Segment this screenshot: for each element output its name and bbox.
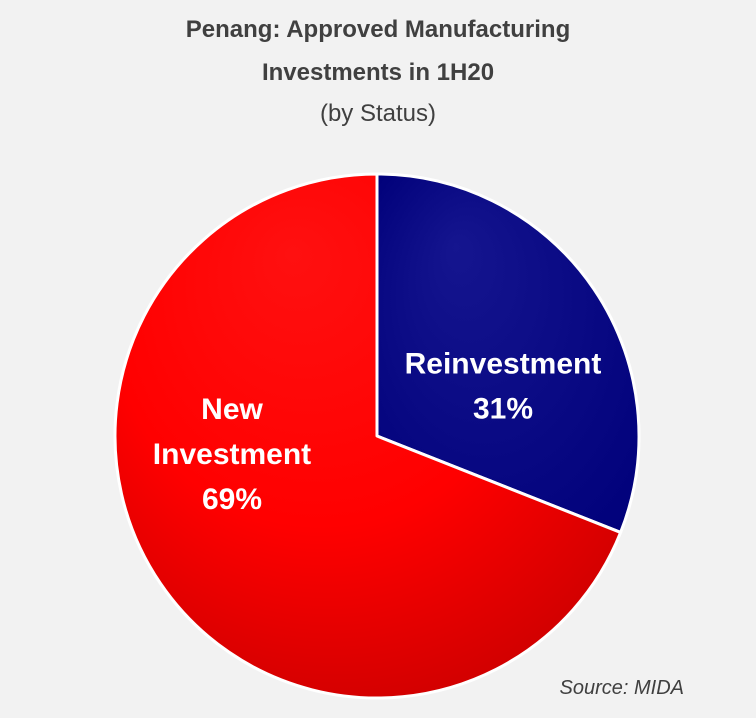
slice-value-label-0: 31% (473, 392, 533, 425)
source-note: Source: MIDA (559, 677, 684, 699)
pie-slice-new-investment (113, 172, 623, 700)
chart-title-line-1: Penang: Approved Manufacturing (185, 16, 571, 43)
chart-subtitle: (by Status) (319, 100, 437, 127)
slice-name-label-1-0: New (201, 393, 263, 426)
slice-name-label-1-1: Investment (153, 438, 311, 471)
pie-slice-reinvestment (375, 172, 641, 534)
slice-value-label-1: 69% (202, 483, 262, 516)
slice-name-label-0-0: Reinvestment (405, 347, 602, 380)
chart-title-line-2: Investments in 1H20 (261, 59, 495, 86)
